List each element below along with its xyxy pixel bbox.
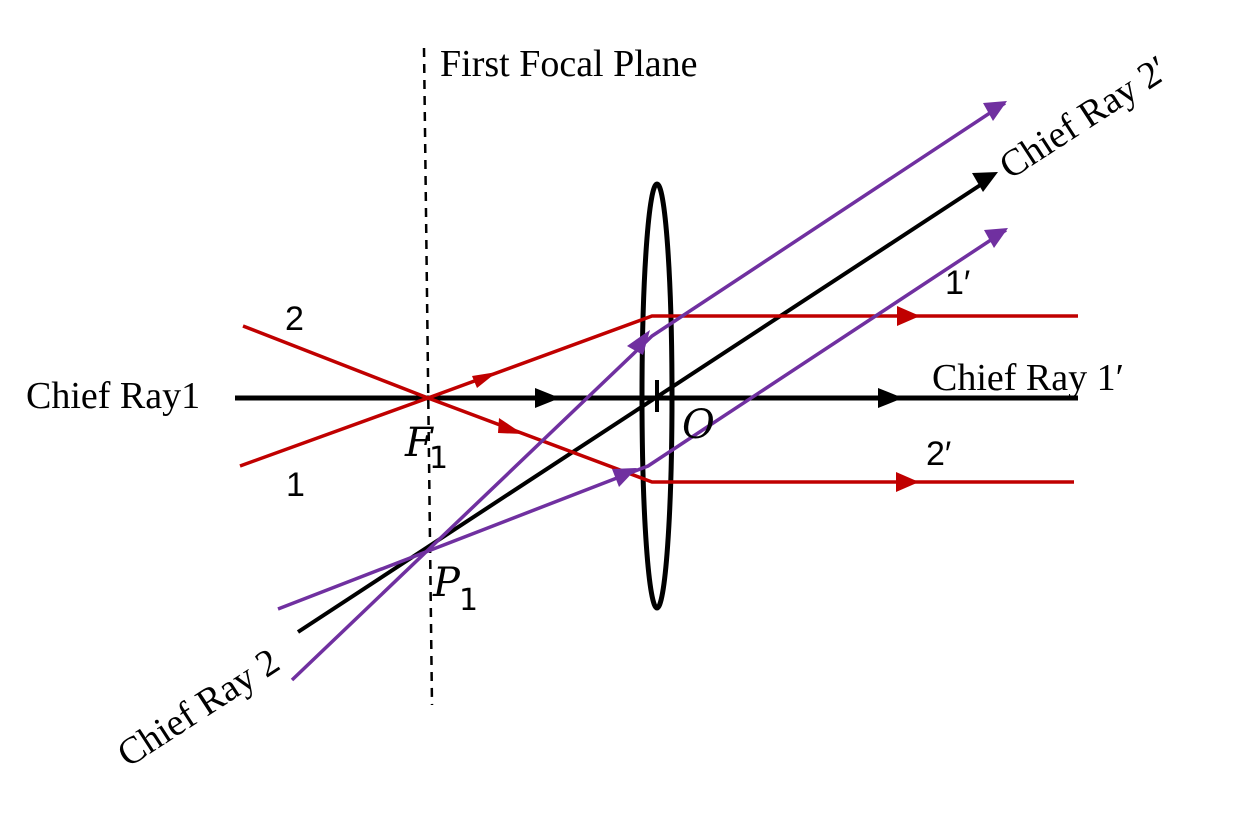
focal-point-label: F	[404, 420, 434, 466]
point-p-label: P	[432, 560, 461, 606]
ray-2-label: 2	[285, 300, 304, 338]
purple-ray-upper-arrow-b	[983, 101, 1007, 121]
chief-ray-2-arrowhead	[972, 172, 998, 192]
chief-ray-2-prime-label: Chief Ray 2′	[992, 48, 1176, 188]
red-ray-1-arrow-a	[472, 372, 497, 388]
chief-ray-1-arrow-b	[878, 388, 903, 408]
first-focal-plane-line	[422, 47, 434, 706]
purple-ray-upper	[290, 101, 1006, 682]
purple-ray-upper-arrow-a	[627, 330, 650, 355]
first-focal-plane-label: First Focal Plane	[440, 43, 698, 85]
ray-1-label: 1	[286, 466, 305, 504]
red-ray-2-arrow-b	[896, 472, 919, 492]
lens-center-label: O	[682, 402, 715, 448]
red-ray-2	[242, 324, 1074, 484]
purple-ray-lower	[277, 228, 1007, 611]
chief-ray-1-arrow-a	[535, 388, 560, 408]
point-p-subscript: 1	[459, 583, 478, 618]
focal-point-subscript: 1	[429, 441, 448, 476]
ray-2-prime-label: 2′	[926, 435, 951, 473]
chief-ray-1-prime-label: Chief Ray 1′	[932, 357, 1124, 399]
red-ray-2-arrow-a	[498, 418, 523, 434]
red-ray-1-arrow-b	[897, 306, 920, 326]
chief-ray-1-label: Chief Ray1	[26, 375, 200, 417]
ray-1-prime-label: 1′	[945, 264, 970, 302]
chief-ray-2-label: Chief Ray 2	[110, 640, 287, 775]
purple-ray-lower-arrow-b	[984, 228, 1008, 248]
red-ray-1	[239, 314, 1078, 468]
purple-ray-lower-arrow-a	[612, 468, 637, 487]
